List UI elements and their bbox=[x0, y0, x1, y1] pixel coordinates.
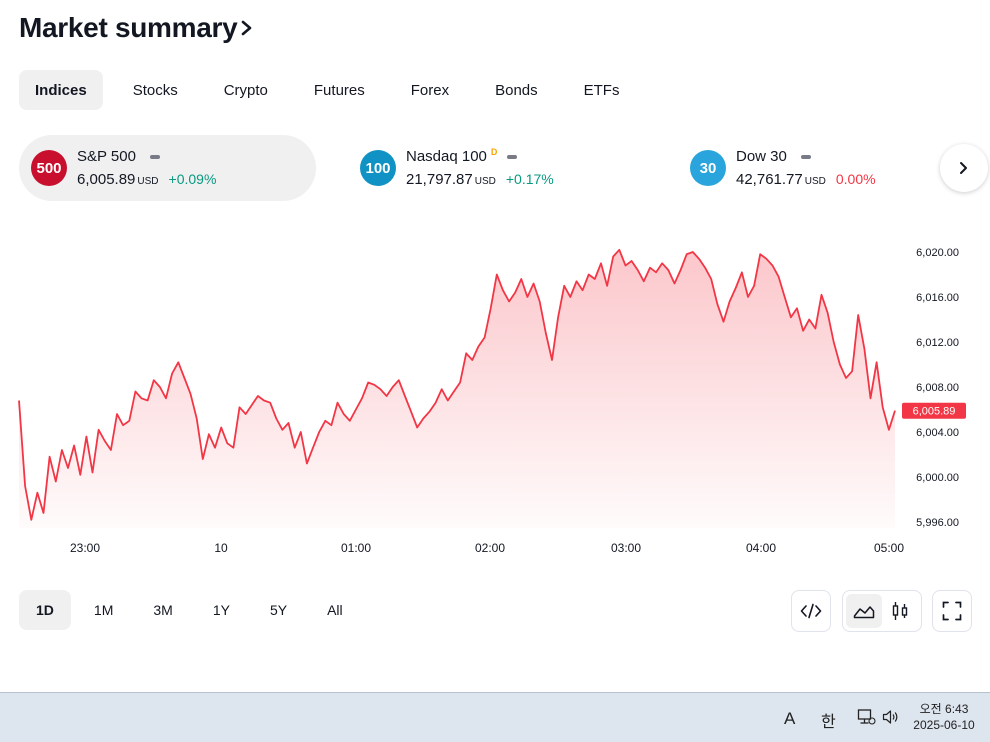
range-1y[interactable]: 1Y bbox=[212, 602, 230, 618]
fullscreen-button[interactable] bbox=[932, 590, 972, 632]
market-closed-icon bbox=[507, 154, 518, 159]
embed-button[interactable] bbox=[791, 590, 831, 632]
index-name: Nasdaq 100 bbox=[406, 148, 487, 165]
index-card[interactable]: 100 Nasdaq 100 D 21,797.87 USD +0.17% bbox=[348, 135, 648, 201]
tab-crypto[interactable]: Crypto bbox=[223, 81, 268, 99]
tab-etfs[interactable]: ETFs bbox=[583, 81, 620, 99]
tab-indices[interactable]: Indices bbox=[19, 70, 103, 110]
index-name-row: Nasdaq 100 D bbox=[406, 146, 554, 165]
index-info: S&P 500 6,005.89 USD +0.09% bbox=[77, 148, 216, 188]
index-badge: 30 bbox=[690, 150, 726, 186]
y-tick-label: 6,004.00 bbox=[916, 427, 959, 439]
range-5y[interactable]: 5Y bbox=[269, 602, 288, 618]
tab-forex[interactable]: Forex bbox=[410, 81, 450, 99]
chevron-right-icon bbox=[242, 20, 252, 36]
system-taskbar: A 한 오전 6:43 2025-06-10 bbox=[0, 692, 990, 742]
index-card[interactable]: 500 S&P 500 6,005.89 USD +0.09% bbox=[19, 135, 316, 201]
next-cards-button[interactable] bbox=[940, 144, 988, 192]
index-value: 42,761.77 bbox=[736, 171, 803, 188]
tab-stocks[interactable]: Stocks bbox=[132, 81, 178, 99]
index-cards: 500 S&P 500 6,005.89 USD +0.09% 100 Nasdaq 100… bbox=[19, 135, 990, 201]
candlestick-icon bbox=[892, 602, 908, 620]
ime-mode-hangul[interactable]: 한 bbox=[821, 714, 836, 731]
last-price-tag bbox=[902, 402, 966, 419]
index-change: +0.09% bbox=[168, 171, 217, 187]
index-info: Nasdaq 100 D 21,797.87 USD +0.17% bbox=[406, 146, 554, 189]
tab-futures[interactable]: Futures bbox=[313, 81, 365, 99]
market-closed-icon bbox=[800, 154, 811, 159]
index-value-row: 21,797.87 USD +0.17% bbox=[406, 171, 554, 188]
range-3m[interactable]: 3M bbox=[153, 602, 173, 618]
x-tick-label: 04:00 bbox=[746, 541, 776, 555]
tab-bonds[interactable]: Bonds bbox=[495, 81, 538, 99]
x-tick-label: 01:00 bbox=[341, 541, 371, 555]
y-tick-label: 6,012.00 bbox=[916, 337, 959, 349]
taskbar-clock[interactable]: 오전 6:43 2025-06-10 bbox=[905, 701, 983, 733]
fullscreen-icon bbox=[942, 601, 962, 621]
market-closed-icon bbox=[149, 154, 160, 159]
market-summary-title[interactable]: Market summary bbox=[19, 12, 255, 44]
price-area-fill bbox=[19, 249, 895, 529]
index-badge: 500 bbox=[31, 150, 67, 186]
index-unit: USD bbox=[474, 176, 496, 187]
index-value: 21,797.87 bbox=[406, 171, 473, 188]
time-range-selector: 1D 1M 3M 1Y 5Y All bbox=[19, 590, 366, 630]
candle-chart-button[interactable] bbox=[882, 594, 918, 628]
last-price-label: 6,005.89 bbox=[913, 406, 956, 418]
area-chart-button[interactable] bbox=[846, 594, 882, 628]
range-1d[interactable]: 1D bbox=[19, 590, 71, 630]
index-name: Dow 30 bbox=[736, 148, 787, 165]
next-section-heading-cut bbox=[19, 684, 219, 692]
area-chart-icon bbox=[853, 606, 875, 619]
index-chart[interactable]: 6,020.00 6,016.00 6,012.00 6,008.00 6,004.00… bbox=[0, 230, 990, 560]
index-info: Dow 30 42,761.77 USD 0.00% bbox=[736, 148, 876, 188]
ime-mode-a[interactable]: A bbox=[784, 709, 796, 728]
y-tick-label: 6,020.00 bbox=[916, 247, 959, 259]
chevron-right-icon bbox=[960, 162, 967, 174]
network-icon[interactable] bbox=[857, 708, 877, 731]
chart-style-toggle bbox=[842, 590, 922, 632]
delayed-indicator: D bbox=[490, 146, 498, 157]
index-name: S&P 500 bbox=[77, 148, 136, 165]
y-tick-label: 6,008.00 bbox=[916, 382, 959, 394]
price-line bbox=[18, 248, 896, 521]
y-tick-label: 6,000.00 bbox=[916, 472, 959, 484]
market-summary-title-text: Market summary bbox=[19, 12, 238, 43]
index-name-row: Dow 30 bbox=[736, 148, 876, 165]
x-tick-label: 10 bbox=[214, 541, 228, 555]
y-tick-label: 5,996.00 bbox=[916, 517, 959, 529]
index-change: +0.17% bbox=[505, 171, 554, 187]
y-tick-label: 6,016.00 bbox=[916, 292, 959, 304]
index-card[interactable]: 30 Dow 30 42,761.77 USD 0.00% bbox=[678, 135, 958, 201]
volume-icon[interactable] bbox=[882, 709, 900, 730]
range-1m[interactable]: 1M bbox=[93, 602, 114, 618]
category-tabs: Indices Stocks Crypto Futures Forex Bonds ETFs bbox=[19, 70, 649, 110]
index-value: 6,005.89 bbox=[77, 171, 136, 188]
index-name-row: S&P 500 bbox=[77, 148, 216, 165]
index-unit: USD bbox=[804, 176, 826, 187]
code-icon bbox=[800, 603, 822, 619]
index-change: 0.00% bbox=[835, 171, 876, 187]
index-value-row: 6,005.89 USD +0.09% bbox=[77, 171, 216, 188]
x-tick-label: 02:00 bbox=[475, 541, 505, 555]
x-tick-label: 05:00 bbox=[874, 541, 904, 555]
range-all[interactable]: All bbox=[327, 602, 343, 618]
index-value-row: 42,761.77 USD 0.00% bbox=[736, 171, 876, 188]
index-unit: USD bbox=[137, 176, 159, 187]
x-tick-label: 23:00 bbox=[70, 541, 100, 555]
clock-time: 오전 6:43 bbox=[919, 702, 969, 716]
index-badge: 100 bbox=[360, 150, 396, 186]
x-tick-label: 03:00 bbox=[611, 541, 641, 555]
clock-date: 2025-06-10 bbox=[913, 718, 975, 732]
